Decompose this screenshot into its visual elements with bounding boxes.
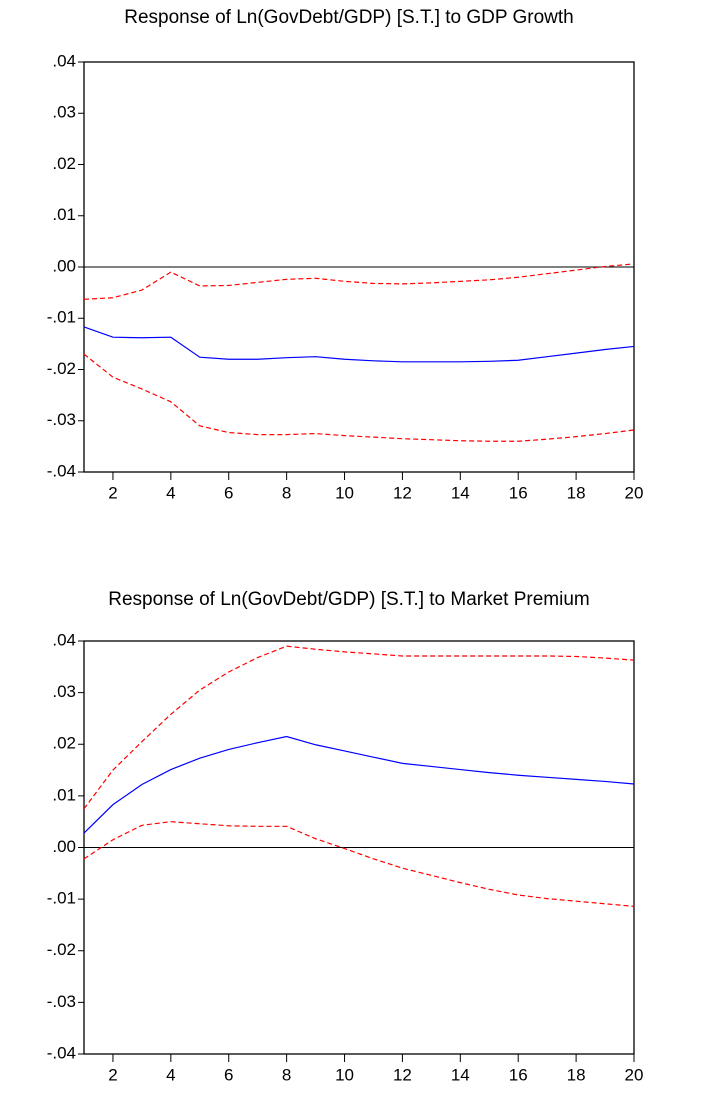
x-tick-label: 8 — [282, 1065, 291, 1084]
y-tick-label: -.04 — [47, 461, 76, 480]
y-tick-label: -.02 — [47, 940, 76, 959]
y-tick-label: -.01 — [47, 889, 76, 908]
x-tick-label: 14 — [451, 1065, 470, 1084]
y-tick-label: .03 — [52, 103, 76, 122]
x-tick-label: 2 — [108, 483, 117, 502]
chart-title: Response of Ln(GovDebt/GDP) [S.T.] to GD… — [124, 7, 574, 28]
x-tick-label: 12 — [393, 1065, 412, 1084]
y-tick-label: -.01 — [47, 308, 76, 327]
x-tick-label: 18 — [567, 1065, 586, 1084]
series-line — [83, 353, 635, 442]
x-tick-label: 2 — [108, 1065, 117, 1084]
x-tick-label: 18 — [567, 483, 586, 502]
x-tick-label: 12 — [393, 483, 412, 502]
series-line — [83, 326, 635, 363]
y-tick-label: .02 — [52, 154, 76, 173]
y-tick-label: .01 — [52, 785, 76, 804]
series-line — [83, 645, 635, 810]
series-line — [83, 263, 635, 300]
x-tick-label: 10 — [335, 483, 354, 502]
x-tick-label: 20 — [625, 483, 644, 502]
x-tick-label: 14 — [451, 483, 470, 502]
y-tick-label: -.03 — [47, 410, 76, 429]
x-tick-label: 8 — [282, 483, 291, 502]
x-tick-label: 20 — [625, 1065, 644, 1084]
y-tick-label: .04 — [52, 630, 76, 649]
x-tick-label: 16 — [509, 483, 528, 502]
series-line — [83, 821, 635, 907]
y-tick-label: .02 — [52, 734, 76, 753]
y-tick-label: -.02 — [47, 359, 76, 378]
y-tick-label: .00 — [52, 837, 76, 856]
y-tick-label: .01 — [52, 205, 76, 224]
series-line — [83, 735, 635, 834]
y-tick-label: .00 — [52, 256, 76, 275]
x-tick-label: 6 — [224, 483, 233, 502]
x-tick-label: 4 — [166, 483, 175, 502]
y-tick-label: -.04 — [47, 1043, 76, 1062]
y-tick-label: -.03 — [47, 992, 76, 1011]
x-tick-label: 16 — [509, 1065, 528, 1084]
x-tick-label: 6 — [224, 1065, 233, 1084]
x-tick-label: 10 — [335, 1065, 354, 1084]
x-tick-label: 4 — [166, 1065, 175, 1084]
y-tick-label: .04 — [52, 51, 76, 70]
chart-title: Response of Ln(GovDebt/GDP) [S.T.] to Ma… — [108, 589, 590, 610]
y-tick-label: .03 — [52, 682, 76, 701]
